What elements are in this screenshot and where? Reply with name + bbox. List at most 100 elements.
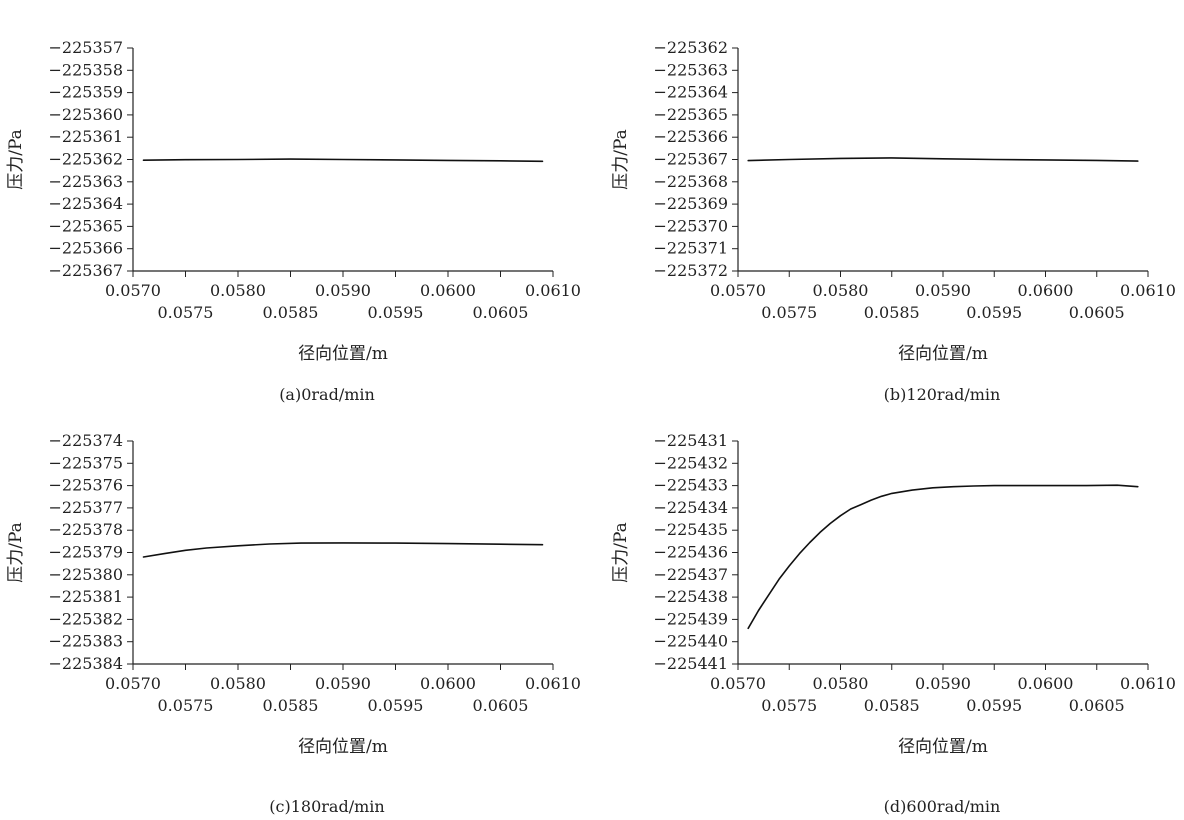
y-tick-label: −225357 bbox=[49, 38, 123, 57]
series-line bbox=[142, 158, 544, 163]
y-tick-label: −225360 bbox=[49, 105, 123, 124]
y-tick-label: −225378 bbox=[49, 520, 123, 539]
x-tick-label: 0.0605 bbox=[473, 303, 529, 322]
x-tick-label: 0.0575 bbox=[158, 303, 214, 322]
y-tick-label: −225382 bbox=[49, 609, 123, 628]
series-line bbox=[142, 542, 544, 558]
x-axis-title: 径向位置/m bbox=[298, 344, 388, 364]
y-tick-label: −225432 bbox=[654, 453, 728, 472]
y-tick-label: −225362 bbox=[49, 150, 123, 169]
y-tick-label: −225381 bbox=[49, 587, 123, 606]
x-tick-label: 0.0590 bbox=[315, 281, 371, 300]
y-tick-label: −225366 bbox=[49, 239, 123, 258]
x-tick-label: 0.0580 bbox=[210, 281, 266, 300]
y-tick-label: −225431 bbox=[654, 431, 728, 450]
chart-panel-a: (a)0rad/min −225357 −225358 −225359 −225360… bbox=[6, 38, 581, 404]
x-tick-label: 0.0575 bbox=[761, 303, 817, 322]
x-tick-label: 0.0575 bbox=[761, 696, 817, 715]
series-line bbox=[747, 157, 1139, 162]
x-tick-label: 0.0580 bbox=[813, 281, 869, 300]
y-axis-title: 压力/Pa bbox=[6, 129, 26, 190]
y-tick-label: −225361 bbox=[49, 127, 123, 146]
x-tick-label: 0.0595 bbox=[368, 303, 424, 322]
x-tick-label: 0.0600 bbox=[1018, 674, 1074, 693]
x-tick-label: 0.0580 bbox=[210, 674, 266, 693]
y-tick-label: −225363 bbox=[49, 172, 123, 191]
y-tick-label: −225362 bbox=[654, 38, 728, 57]
chart-caption: (a)0rad/min bbox=[279, 385, 375, 404]
y-tick-label: −225439 bbox=[654, 609, 728, 628]
x-tick-label: 0.0575 bbox=[158, 696, 214, 715]
y-tick-label: −225358 bbox=[49, 60, 123, 79]
y-tick-label: −225377 bbox=[49, 498, 123, 517]
chart-caption: (d)600rad/min bbox=[884, 797, 1001, 816]
chart-panel-d: (d)600rad/min −225431 −225432 −225433 −2254… bbox=[611, 431, 1176, 816]
y-tick-label: −225365 bbox=[49, 216, 123, 235]
y-tick-label: −225372 bbox=[654, 261, 728, 280]
x-tick-label: 0.0570 bbox=[105, 674, 161, 693]
y-tick-label: −225359 bbox=[49, 83, 123, 102]
x-tick-label: 0.0590 bbox=[315, 674, 371, 693]
y-tick-label: −225375 bbox=[49, 453, 123, 472]
y-tick-label: −225371 bbox=[654, 239, 728, 258]
y-tick-label: −225383 bbox=[49, 632, 123, 651]
y-tick-label: −225380 bbox=[49, 565, 123, 584]
x-tick-label: 0.0585 bbox=[864, 696, 920, 715]
x-tick-label: 0.0600 bbox=[420, 674, 476, 693]
series-line bbox=[747, 484, 1139, 630]
x-tick-label: 0.0585 bbox=[864, 303, 920, 322]
y-tick-label: −225433 bbox=[654, 476, 728, 495]
x-tick-label: 0.0570 bbox=[105, 281, 161, 300]
y-tick-label: −225367 bbox=[49, 261, 123, 280]
x-tick-label: 0.0585 bbox=[263, 696, 319, 715]
x-tick-label: 0.0610 bbox=[1120, 674, 1176, 693]
x-tick-label: 0.0605 bbox=[1069, 303, 1125, 322]
y-tick-label: −225366 bbox=[654, 127, 728, 146]
chart-caption: (b)120rad/min bbox=[884, 385, 1001, 404]
chart-caption: (c)180rad/min bbox=[269, 797, 384, 816]
x-axis-title: 径向位置/m bbox=[898, 737, 988, 757]
x-tick-label: 0.0610 bbox=[1120, 281, 1176, 300]
x-tick-label: 0.0600 bbox=[1018, 281, 1074, 300]
x-axis-title: 径向位置/m bbox=[298, 737, 388, 757]
y-tick-label: −225365 bbox=[654, 105, 728, 124]
y-axis-title: 压力/Pa bbox=[611, 522, 631, 583]
y-tick-label: −225369 bbox=[654, 194, 728, 213]
x-tick-label: 0.0605 bbox=[473, 696, 529, 715]
x-tick-label: 0.0610 bbox=[525, 281, 581, 300]
y-tick-label: −225434 bbox=[654, 498, 728, 517]
x-tick-label: 0.0605 bbox=[1069, 696, 1125, 715]
x-tick-label: 0.0580 bbox=[813, 674, 869, 693]
x-tick-label: 0.0590 bbox=[915, 674, 971, 693]
y-tick-label: −225441 bbox=[654, 654, 728, 673]
y-tick-label: −225436 bbox=[654, 543, 728, 562]
y-tick-label: −225379 bbox=[49, 543, 123, 562]
y-axis-title: 压力/Pa bbox=[611, 129, 631, 190]
y-tick-label: −225364 bbox=[654, 83, 728, 102]
y-tick-label: −225384 bbox=[49, 654, 123, 673]
x-tick-label: 0.0600 bbox=[420, 281, 476, 300]
y-tick-label: −225374 bbox=[49, 431, 123, 450]
x-tick-label: 0.0570 bbox=[710, 281, 766, 300]
y-tick-label: −225437 bbox=[654, 565, 728, 584]
x-axis-title: 径向位置/m bbox=[898, 344, 988, 364]
y-tick-label: −225363 bbox=[654, 60, 728, 79]
x-tick-label: 0.0610 bbox=[525, 674, 581, 693]
y-tick-label: −225438 bbox=[654, 587, 728, 606]
y-tick-label: −225367 bbox=[654, 150, 728, 169]
y-tick-label: −225435 bbox=[654, 520, 728, 539]
y-axis-title: 压力/Pa bbox=[6, 522, 26, 583]
x-tick-label: 0.0595 bbox=[368, 696, 424, 715]
x-tick-label: 0.0590 bbox=[915, 281, 971, 300]
x-tick-label: 0.0585 bbox=[263, 303, 319, 322]
chart-panel-b: (b)120rad/min −225362 −225363 −225364 −2253… bbox=[611, 38, 1176, 404]
chart-panel-c: (c)180rad/min −225374 −225375 −225376 −2253… bbox=[6, 431, 581, 816]
y-tick-label: −225370 bbox=[654, 216, 728, 235]
x-tick-label: 0.0595 bbox=[966, 303, 1022, 322]
y-tick-label: −225376 bbox=[49, 476, 123, 495]
y-tick-label: −225440 bbox=[654, 632, 728, 651]
x-tick-label: 0.0595 bbox=[966, 696, 1022, 715]
x-tick-label: 0.0570 bbox=[710, 674, 766, 693]
y-tick-label: −225368 bbox=[654, 172, 728, 191]
